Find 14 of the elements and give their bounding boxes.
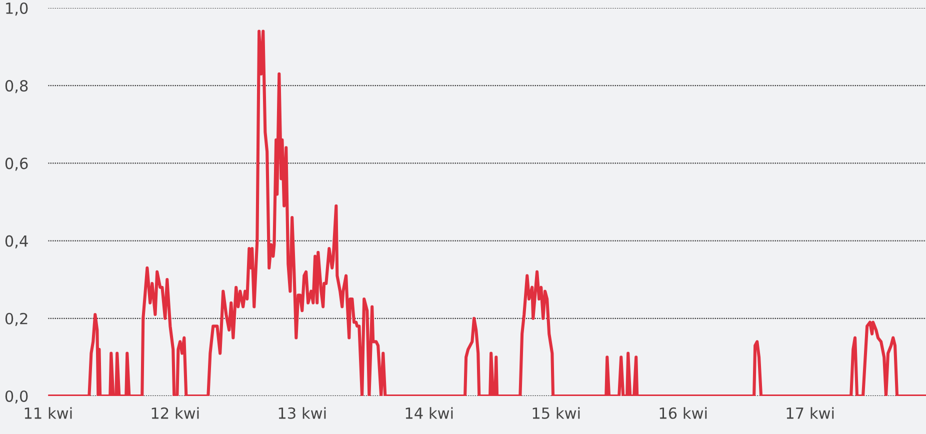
x-tick-label: 15 kwi <box>532 407 580 419</box>
x-tick-label: 11 kwi <box>24 407 72 419</box>
x-tick-label: 13 kwi <box>278 407 326 419</box>
x-tick-label: 12 kwi <box>152 407 199 419</box>
y-tick-label: 0,0 <box>5 390 28 404</box>
y-tick-label: 0,2 <box>5 312 28 326</box>
x-tick-label: 16 kwi <box>660 407 707 419</box>
y-tick-label: 0,6 <box>5 158 28 171</box>
y-tick-label: 0,8 <box>5 80 28 94</box>
x-tick-label: 17 kwi <box>786 407 834 419</box>
x-tick-label: 14 kwi <box>406 407 453 419</box>
y-tick-label: 0,4 <box>5 235 28 248</box>
line-series <box>48 30 926 396</box>
y-tick-label: 1,0 <box>6 2 28 16</box>
